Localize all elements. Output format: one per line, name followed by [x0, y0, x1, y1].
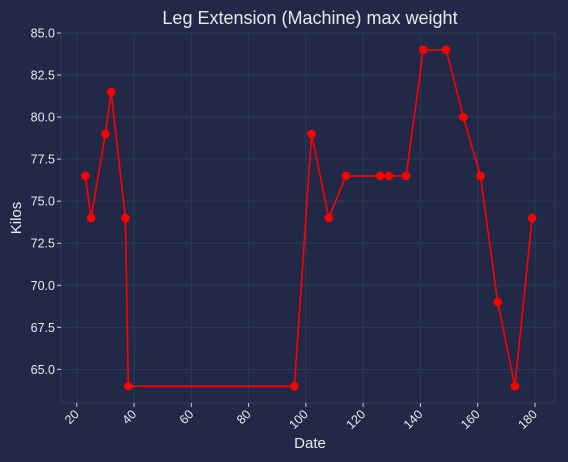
y-axis-label: Kilos [8, 202, 25, 235]
data-point [384, 171, 394, 181]
y-tick-label: 82.5 [31, 69, 55, 83]
plot-area-frame [60, 32, 556, 404]
data-point [324, 213, 334, 223]
data-point [493, 297, 503, 307]
data-point [401, 171, 411, 181]
data-point [307, 129, 316, 139]
grid-lines [61, 32, 555, 403]
y-tick-label: 67.5 [31, 321, 55, 335]
x-tick-label: 80 [234, 407, 254, 427]
data-point [101, 129, 110, 139]
data-point [81, 171, 90, 181]
data-point [290, 381, 299, 391]
x-axis-label: Date [294, 435, 326, 452]
data-point [476, 171, 485, 181]
data-point [418, 45, 428, 55]
y-tick-label: 70.0 [31, 279, 55, 293]
chart-title: Leg Extension (Machine) max weight [162, 8, 457, 28]
data-point [459, 112, 468, 122]
series-line [84, 48, 533, 388]
data-point [86, 213, 96, 223]
data-point [123, 381, 133, 391]
y-tick-label: 65.0 [31, 363, 55, 377]
series-layer [81, 45, 537, 391]
y-tick-label: 77.5 [31, 153, 55, 167]
y-tick-label: 72.5 [31, 237, 55, 251]
x-tick-label: 160 [458, 407, 483, 432]
x-tick-label: 180 [515, 407, 540, 432]
data-point [376, 171, 385, 181]
x-tick-label: 40 [119, 407, 139, 427]
x-tick-label: 60 [177, 407, 197, 427]
y-tick-label: 80.0 [31, 111, 55, 125]
data-point [527, 213, 537, 223]
x-tick-label: 140 [401, 407, 426, 432]
x-tick-label: 20 [62, 407, 82, 427]
x-tick-label: 100 [286, 407, 311, 432]
data-point [106, 87, 116, 97]
y-tick-label: 75.0 [31, 195, 55, 209]
data-point [510, 381, 520, 391]
axis-ticks: 20 40 60 80 100 120 140 160 180 65.0 67.5 70.0 72.5 7… [31, 27, 540, 432]
data-point [341, 171, 351, 181]
x-tick-label: 120 [344, 407, 369, 432]
data-point [121, 213, 130, 223]
y-tick-label: 85.0 [31, 27, 55, 41]
data-point [441, 45, 451, 55]
